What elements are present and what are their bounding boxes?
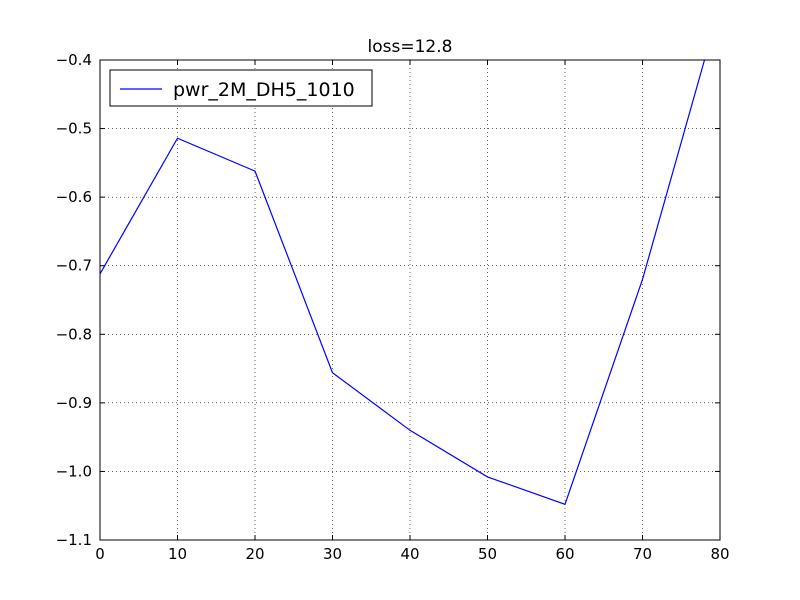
y-tick-label: −0.7 (56, 257, 92, 275)
y-tick-label: −0.9 (56, 394, 92, 412)
series-layer (99, 59, 706, 506)
y-tick-label: −0.4 (56, 51, 92, 69)
x-tick-label: 40 (400, 545, 419, 563)
x-tick-label: 0 (95, 545, 105, 563)
x-tick-label: 60 (555, 545, 574, 563)
y-tick-label: −0.5 (56, 120, 92, 138)
axis-ticks: 0 10 20 30 40 50 60 70 80 −0.4 −0.5 −0.6 −0.7 −0.8 −0.… (56, 51, 730, 563)
legend-label: pwr_2M_DH5_1010 (173, 79, 355, 101)
legend: pwr_2M_DH5_1010 (109, 69, 373, 107)
series-line (99, 59, 706, 506)
y-tick-label: −0.8 (56, 325, 92, 343)
x-tick-label: 20 (245, 545, 264, 563)
x-tick-label: 10 (168, 545, 187, 563)
chart-title: loss=12.8 (368, 37, 453, 57)
grid-lines (100, 60, 720, 540)
x-tick-label: 80 (710, 545, 729, 563)
x-tick-label: 70 (633, 545, 652, 563)
y-tick-label: −1.1 (56, 531, 92, 549)
legend-box (109, 69, 373, 107)
y-tick-label: −0.6 (56, 188, 92, 206)
x-tick-label: 50 (478, 545, 497, 563)
y-tick-label: −1.0 (56, 462, 92, 480)
x-tick-label: 30 (323, 545, 342, 563)
